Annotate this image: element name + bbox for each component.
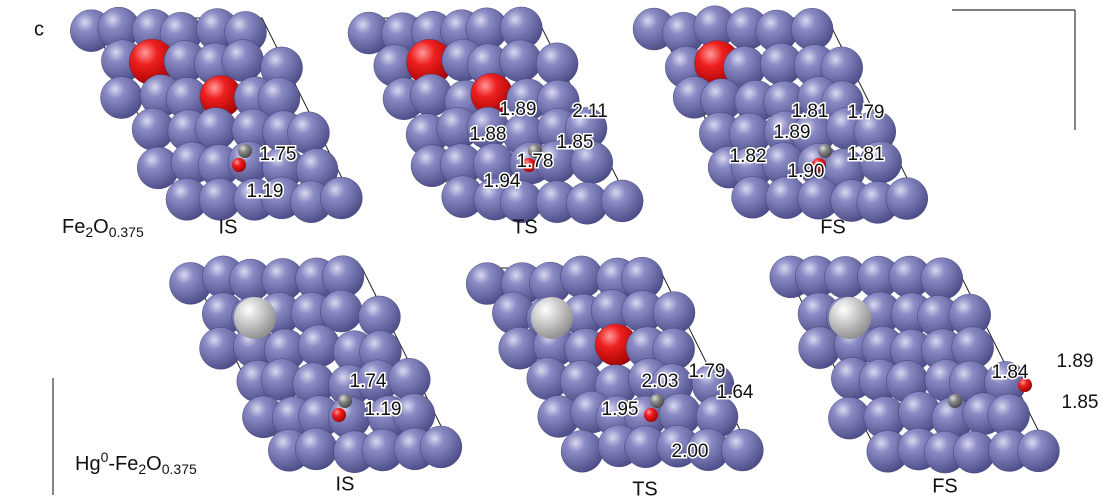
atom — [652, 291, 696, 334]
oxygen — [332, 408, 346, 422]
oxygen — [522, 158, 536, 172]
state-label: IS — [336, 473, 355, 495]
atom — [221, 39, 264, 82]
distance-label: 1.81 — [792, 101, 829, 122]
distance-label: 1.19 — [365, 399, 402, 420]
atom — [601, 179, 644, 223]
label-part: Hg — [75, 453, 101, 475]
atom — [721, 428, 764, 472]
atom — [419, 425, 463, 469]
atom — [920, 257, 964, 300]
label-part: 0.375 — [162, 461, 197, 477]
distance-label: 1.89 — [1057, 351, 1094, 372]
distance-label: 1.90 — [788, 161, 825, 182]
state-label: IS — [219, 216, 238, 238]
distance-label: 1.84 — [992, 362, 1029, 383]
structure — [70, 6, 363, 223]
label-part: Fe — [62, 216, 85, 238]
atom — [100, 76, 143, 119]
label-part: 2 — [138, 461, 146, 477]
label-part: 2 — [85, 224, 93, 240]
distance-label: 1.89 — [500, 99, 537, 120]
hg-atom — [234, 297, 276, 339]
distance-label: 1.79 — [848, 102, 885, 123]
label-part: O — [146, 453, 162, 475]
structures — [70, 5, 1060, 474]
label-part: -Fe — [108, 453, 138, 475]
distance-label: 1.88 — [470, 124, 507, 145]
distance-label: 1.82 — [730, 146, 767, 167]
distance-label: 1.75 — [260, 144, 297, 165]
carbon — [338, 394, 352, 408]
structure — [769, 255, 1060, 474]
distance-label: 1.81 — [848, 144, 885, 165]
structure — [169, 255, 463, 473]
state-label: FS — [932, 475, 958, 497]
carbon — [948, 394, 962, 408]
distance-label: 1.79 — [689, 361, 726, 382]
distance-label: 1.64 — [717, 382, 754, 403]
structure — [347, 6, 644, 225]
state-label: FS — [820, 216, 846, 238]
hg-atom — [829, 297, 871, 339]
state-label: TS — [512, 216, 538, 238]
atom — [790, 7, 834, 51]
carbon — [818, 144, 832, 158]
atom — [194, 107, 237, 150]
structure — [465, 255, 764, 473]
atom — [297, 324, 341, 368]
distance-label: 1.19 — [247, 181, 284, 202]
label-part: O — [93, 216, 109, 238]
distance-label: 2.00 — [672, 441, 709, 462]
structure — [632, 5, 929, 224]
atom — [320, 289, 363, 333]
atom — [1017, 429, 1060, 473]
atom — [885, 177, 929, 220]
distance-label: 1.78 — [517, 151, 554, 172]
label-part: 0.375 — [109, 224, 144, 240]
carbon — [528, 144, 542, 158]
row-label: Hg0-Fe2O0.375 — [75, 449, 197, 477]
oxygen — [644, 408, 658, 422]
distance-label: 1.74 — [350, 371, 387, 392]
oxygen — [232, 158, 246, 172]
distance-label: 1.94 — [484, 171, 521, 192]
distance-label: 1.95 — [602, 399, 639, 420]
distance-label: 1.89 — [774, 122, 811, 143]
state-label: TS — [632, 478, 658, 500]
hg-atom — [531, 297, 573, 339]
label-part: 0 — [101, 449, 109, 465]
distance-label: 2.03 — [642, 371, 679, 392]
carbon — [650, 394, 664, 408]
carbon — [238, 144, 252, 158]
distance-label: 1.85 — [557, 132, 594, 153]
row-label: Fe2O0.375 — [62, 216, 144, 239]
distance-label: 1.85 — [1062, 392, 1099, 413]
atom — [320, 176, 363, 220]
oxygen — [1018, 378, 1032, 392]
oxygen — [812, 158, 826, 172]
distance-label: 2.11 — [572, 101, 608, 122]
atom — [560, 430, 604, 473]
atom — [499, 39, 542, 83]
atom — [294, 427, 338, 471]
panel-label: c — [34, 18, 44, 40]
atom — [535, 42, 579, 85]
